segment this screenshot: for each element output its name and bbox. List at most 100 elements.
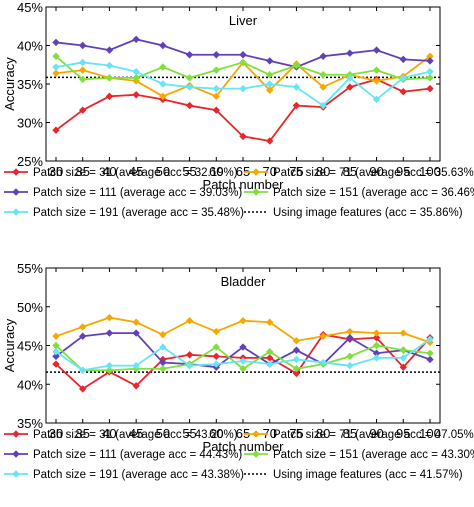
- legend-entry: Patch size = 71 (average acc = 35.63%): [244, 167, 474, 179]
- data-point: [426, 74, 434, 82]
- legend-marker: [252, 168, 260, 176]
- x-tick-label: 80: [316, 426, 330, 441]
- data-point: [399, 87, 407, 96]
- data-point: [159, 343, 167, 351]
- x-tick-label: 75: [289, 164, 303, 179]
- data-point: [292, 61, 301, 70]
- data-point: [266, 71, 274, 79]
- x-tick-label: 85: [343, 426, 357, 441]
- y-tick-label: 35%: [17, 416, 43, 431]
- data-point: [372, 66, 381, 74]
- data-point: [79, 75, 87, 84]
- x-axis-label: Patch number: [203, 439, 285, 454]
- data-point: [319, 358, 327, 367]
- data-point: [79, 385, 87, 393]
- data-point: [212, 352, 220, 361]
- y-tick-label: 40%: [17, 39, 43, 54]
- x-tick-label: 40: [102, 426, 116, 441]
- data-point: [319, 332, 327, 340]
- data-point: [346, 74, 354, 82]
- legend-entry: Using image features (acc = 41.57%): [244, 469, 463, 481]
- legend-marker: [252, 450, 260, 458]
- data-point: [292, 101, 301, 110]
- data-point: [185, 101, 194, 110]
- data-point: [79, 41, 87, 50]
- data-point: [52, 38, 60, 47]
- legend-marker: [252, 188, 260, 196]
- data-point: [79, 332, 87, 340]
- data-point: [79, 106, 87, 114]
- data-point: [132, 318, 140, 326]
- x-tick-label: 35: [75, 164, 89, 179]
- data-point: [132, 91, 140, 99]
- data-point: [266, 137, 274, 145]
- data-point: [399, 74, 407, 82]
- data-point: [372, 95, 381, 104]
- legend-marker: [12, 168, 20, 176]
- data-point: [319, 83, 327, 91]
- legend-label: Patch size = 31 (average acc = 43.20%): [33, 429, 238, 441]
- legend-entry: Patch size = 31 (average acc = 43.20%): [4, 429, 238, 441]
- data-point: [212, 84, 220, 93]
- data-point: [372, 334, 381, 342]
- data-point: [266, 318, 274, 326]
- data-point: [239, 316, 247, 325]
- data-point: [159, 330, 167, 339]
- x-tick-label: 40: [102, 164, 116, 179]
- legend-label: Patch size = 31 (average acc = 32.19%): [33, 167, 238, 179]
- data-point: [266, 57, 274, 65]
- data-point: [239, 84, 247, 93]
- legend-entry: Patch size = 31 (average acc = 32.19%): [4, 167, 238, 179]
- data-point: [212, 360, 220, 368]
- legend-label: Patch size = 111 (average acc = 44.43%): [33, 449, 242, 461]
- data-point: [105, 329, 114, 337]
- data-point: [239, 51, 247, 59]
- legend-entry: Patch size = 71 (average acc = 47.05%): [244, 429, 474, 441]
- data-point: [212, 66, 220, 74]
- data-point: [426, 335, 434, 344]
- data-point: [239, 343, 247, 351]
- data-point: [159, 365, 167, 373]
- x-tick-label: 100: [419, 164, 441, 179]
- x-tick-label: 60: [209, 426, 223, 441]
- x-tick-label: 55: [182, 164, 196, 179]
- data-point: [319, 101, 327, 110]
- data-point: [239, 58, 247, 67]
- legend-marker: [12, 188, 20, 196]
- x-tick-label: 50: [156, 426, 170, 441]
- x-tick-label: 90: [369, 164, 383, 179]
- x-tick-label: 70: [262, 164, 276, 179]
- legend-entry: Using image features (acc = 35.86%): [244, 207, 463, 219]
- data-point: [185, 316, 194, 325]
- data-point: [79, 58, 87, 67]
- data-point: [346, 334, 354, 342]
- data-point: [399, 329, 407, 337]
- data-point: [292, 369, 301, 378]
- x-tick-label: 100: [419, 426, 441, 441]
- data-point: [52, 126, 60, 134]
- data-point: [239, 132, 247, 141]
- x-tick-label: 95: [396, 426, 410, 441]
- data-point: [372, 77, 381, 85]
- x-tick-label: 45: [129, 426, 143, 441]
- data-point: [132, 35, 140, 44]
- legend-marker: [12, 450, 20, 458]
- data-point: [239, 357, 247, 365]
- data-point: [105, 61, 114, 70]
- data-point: [52, 69, 60, 77]
- legend-entry: Patch size = 191 (average acc = 35.48%): [4, 207, 244, 219]
- y-axis-label: Accuracy: [2, 318, 17, 372]
- data-point: [399, 55, 407, 64]
- legend-label: Patch size = 191 (average acc = 35.48%): [33, 207, 244, 219]
- y-axis-label: Accuracy: [2, 57, 17, 111]
- x-tick-label: 60: [209, 164, 223, 179]
- data-point: [372, 341, 381, 350]
- legend-label: Patch size = 71 (average acc = 47.05%): [273, 429, 474, 441]
- legend: Patch size = 31 (average acc = 32.19%) Pa…: [4, 167, 474, 219]
- data-point: [239, 365, 247, 373]
- y-tick-label: 30%: [17, 116, 43, 131]
- legend-marker: [12, 430, 20, 438]
- data-point: [52, 347, 60, 356]
- data-point: [105, 361, 114, 370]
